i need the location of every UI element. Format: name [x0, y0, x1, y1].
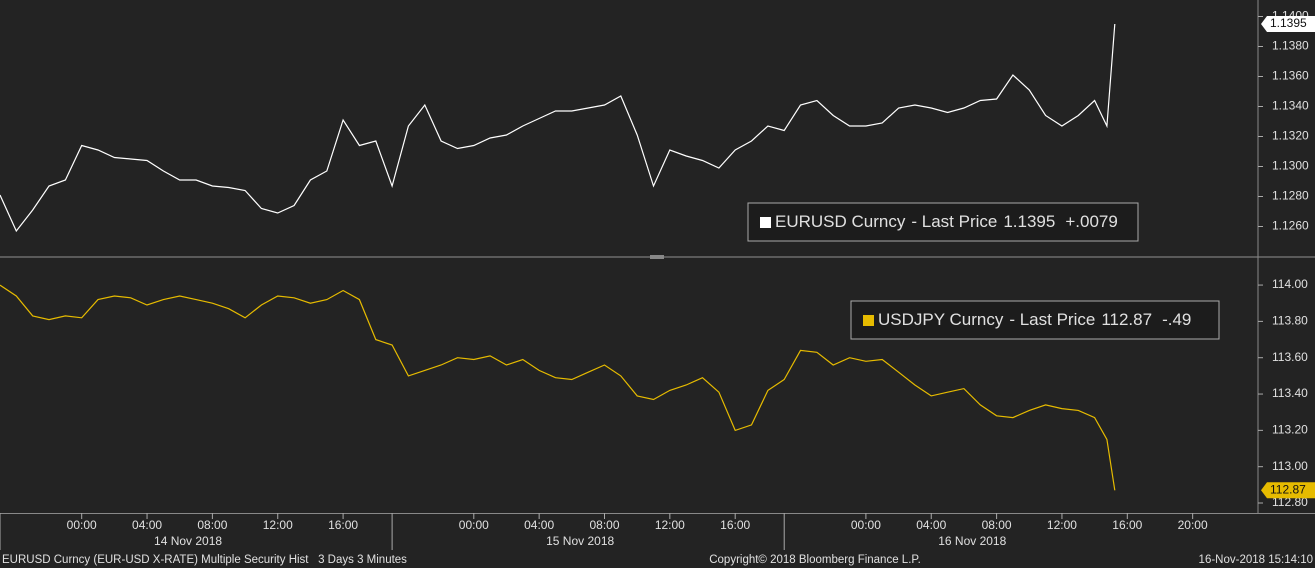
- last-price-badge: [1261, 482, 1315, 499]
- date-label: 15 Nov 2018: [546, 534, 614, 548]
- y-tick-label: 1.1380: [1272, 39, 1309, 53]
- x-tick-label: 00:00: [459, 518, 489, 532]
- x-tick-label: 16:00: [1112, 518, 1142, 532]
- legend-swatch: [863, 315, 874, 326]
- y-tick-label: 1.1260: [1272, 219, 1309, 233]
- y-tick-label: 113.00: [1272, 459, 1308, 473]
- x-tick-label: 16:00: [328, 518, 358, 532]
- legend-text: USDJPY Curncy - Last Price 112.87 -.49: [878, 310, 1191, 329]
- y-tick-label: 1.1360: [1272, 69, 1309, 83]
- y-tick-label: 1.1320: [1272, 129, 1309, 143]
- x-tick-label: 20:00: [1178, 518, 1208, 532]
- footer-center: Copyright© 2018 Bloomberg Finance L.P.: [709, 554, 921, 566]
- y-tick-label: 113.40: [1272, 386, 1308, 400]
- x-tick-label: 04:00: [916, 518, 946, 532]
- legend-box: [850, 300, 1220, 340]
- legend-price-label: - Last Price: [1009, 310, 1095, 329]
- y-tick-label: 1.1300: [1272, 159, 1309, 173]
- y-tick-label: 114.00: [1272, 277, 1308, 291]
- x-tick-label: 04:00: [132, 518, 162, 532]
- y-tick-label: 113.20: [1272, 423, 1308, 437]
- legend-last-price: 112.87: [1101, 310, 1152, 329]
- legend-change: -.49: [1162, 310, 1191, 329]
- x-tick-label: 00:00: [67, 518, 97, 532]
- series-line: [0, 284, 1116, 491]
- y-tick-label: 113.80: [1272, 314, 1308, 328]
- legend-box: [747, 202, 1139, 242]
- legend-swatch: [760, 217, 771, 228]
- divider-handle: [650, 255, 664, 259]
- x-tick-label: 16:00: [720, 518, 750, 532]
- legend-text: EURUSD Curncy - Last Price 1.1395 +.0079: [775, 212, 1118, 231]
- x-tick-label: 04:00: [524, 518, 554, 532]
- x-tick-label: 12:00: [655, 518, 685, 532]
- x-tick-label: 08:00: [589, 518, 619, 532]
- x-tick-label: 12:00: [263, 518, 293, 532]
- footer-left: EURUSD Curncy (EUR-USD X-RATE) Multiple …: [2, 554, 407, 566]
- last-price-badge: [1261, 16, 1315, 32]
- y-tick-label: 113.60: [1272, 350, 1308, 364]
- last-price-label: 1.1395: [1270, 16, 1307, 30]
- legend-price-label: - Last Price: [911, 212, 997, 231]
- y-tick-label: 112.80: [1272, 495, 1308, 509]
- date-label: 14 Nov 2018: [154, 534, 222, 548]
- legend-series-name: EURUSD Curncy: [775, 212, 906, 231]
- x-tick-label: 12:00: [1047, 518, 1077, 532]
- legend-series-name: USDJPY Curncy: [878, 310, 1004, 329]
- last-price-label: 112.87: [1270, 482, 1306, 496]
- footer-right: 16-Nov-2018 15:14:10: [1199, 554, 1313, 566]
- legend-change: +.0079: [1065, 212, 1117, 231]
- x-tick-label: 08:00: [982, 518, 1012, 532]
- date-label: 16 Nov 2018: [938, 534, 1006, 548]
- y-tick-label: 1.1340: [1272, 99, 1309, 113]
- y-tick-label: 1.1280: [1272, 189, 1309, 203]
- x-tick-label: 08:00: [197, 518, 227, 532]
- series-line: [0, 23, 1116, 233]
- x-tick-label: 00:00: [851, 518, 881, 532]
- legend-last-price: 1.1395: [1003, 212, 1055, 231]
